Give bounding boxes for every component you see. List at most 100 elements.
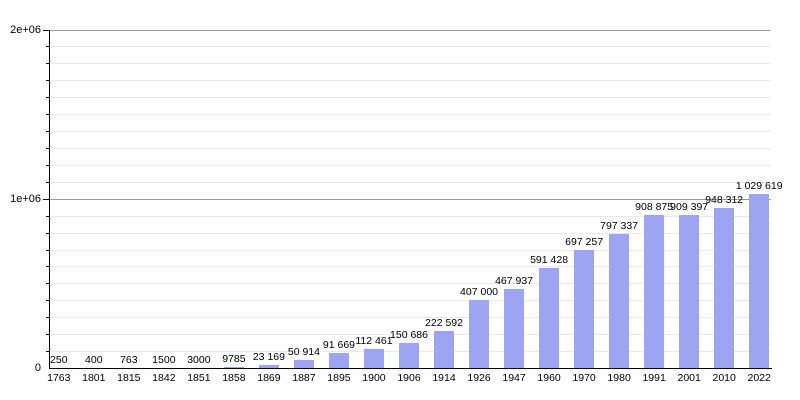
minor-gridline [49, 46, 771, 48]
y-axis [49, 29, 50, 369]
bar-1914 [434, 330, 455, 369]
year-label: 1991 [642, 372, 666, 384]
year-label: 1900 [362, 372, 386, 384]
year-label: 1842 [152, 372, 176, 384]
year-label: 1914 [432, 372, 456, 384]
value-label: 948 312 [705, 193, 744, 206]
year-label: 2022 [747, 372, 771, 384]
value-label: 591 428 [530, 254, 569, 267]
y-tick-mark [45, 215, 50, 217]
value-label: 467 937 [495, 275, 534, 288]
value-label: 112 461 [355, 335, 393, 348]
y-tick-mark [45, 266, 50, 268]
year-label: 1858 [222, 372, 246, 384]
bar-1869 [258, 364, 279, 369]
value-label: 909 397 [670, 200, 709, 213]
y-tick-mark [45, 147, 50, 149]
value-label: 9785 [222, 352, 246, 365]
year-label: 2010 [712, 372, 736, 384]
bar-1980 [609, 233, 630, 369]
year-label: 1980 [607, 372, 631, 384]
y-tick-mark [45, 334, 50, 336]
x-axis [49, 368, 772, 369]
minor-gridline [49, 266, 771, 268]
year-label: 1926 [467, 372, 491, 384]
year-label: 1815 [117, 372, 141, 384]
minor-gridline [49, 80, 771, 82]
year-label: 1763 [47, 372, 71, 384]
bar-1906 [399, 342, 419, 369]
minor-gridline [49, 300, 771, 302]
y-tick-mark [45, 63, 50, 65]
year-label: 1970 [572, 372, 596, 384]
value-label: 250 [50, 354, 68, 367]
y-tick-mark [42, 198, 50, 200]
value-label: 23 169 [252, 350, 285, 363]
y-tick-mark [45, 181, 50, 183]
bar-1926 [469, 299, 490, 369]
y-tick-mark [45, 131, 50, 133]
year-label: 1887 [292, 372, 316, 384]
y-axis-label: 1e+06 [10, 192, 41, 205]
y-axis-label: 2e+06 [10, 23, 41, 36]
y-tick-mark [42, 29, 50, 31]
year-label: 1851 [187, 372, 211, 384]
value-label: 3000 [187, 353, 211, 366]
minor-gridline [49, 249, 771, 251]
value-label: 1 029 619 [735, 180, 783, 193]
y-tick-mark [45, 317, 50, 319]
year-label: 1906 [397, 372, 421, 384]
minor-gridline [49, 181, 771, 183]
minor-gridline [49, 334, 771, 336]
year-label: 1895 [327, 372, 351, 384]
bar-1960 [539, 268, 560, 369]
y-tick-mark [45, 164, 50, 166]
y-tick-mark [45, 351, 50, 353]
value-label: 797 337 [600, 219, 639, 232]
year-label: 1801 [82, 372, 106, 384]
value-label: 400 [85, 354, 103, 367]
value-label: 407 000 [460, 285, 499, 298]
minor-gridline [49, 164, 771, 166]
y-tick-mark [45, 300, 50, 302]
minor-gridline [49, 283, 771, 285]
bar-1858 [223, 366, 244, 369]
year-label: 1947 [502, 372, 526, 384]
minor-gridline [49, 215, 771, 217]
minor-gridline [49, 114, 771, 116]
bar-1970 [574, 250, 595, 369]
value-label: 1500 [152, 354, 176, 367]
value-label: 763 [120, 354, 138, 367]
y-axis-label: 0 [34, 362, 41, 374]
year-label: 1869 [257, 372, 281, 384]
bar-2001 [679, 214, 700, 369]
bar-1887 [293, 359, 314, 369]
value-label: 150 686 [390, 328, 428, 341]
bar-1947 [504, 289, 525, 369]
bar-2010 [714, 207, 735, 369]
y-tick-mark [45, 283, 50, 285]
value-label: 697 257 [565, 236, 604, 249]
year-label: 2001 [677, 372, 701, 384]
y-tick-mark [45, 249, 50, 251]
bar-1895 [328, 352, 349, 369]
y-tick-mark [45, 80, 50, 82]
year-label: 1960 [537, 372, 561, 384]
major-gridline [49, 198, 771, 200]
value-label: 222 592 [425, 316, 463, 329]
value-label: 908 875 [635, 200, 674, 213]
minor-gridline [49, 131, 771, 133]
minor-gridline [49, 232, 771, 234]
y-tick-mark [45, 46, 50, 48]
y-tick-mark [45, 114, 50, 116]
minor-gridline [49, 317, 771, 319]
minor-gridline [49, 147, 771, 149]
value-label: 50 914 [287, 345, 320, 358]
major-gridline [49, 29, 771, 31]
minor-gridline [49, 97, 771, 99]
minor-gridline [49, 63, 771, 65]
value-label: 91 669 [322, 338, 356, 351]
y-tick-mark [45, 232, 50, 234]
bar-1991 [644, 214, 665, 369]
